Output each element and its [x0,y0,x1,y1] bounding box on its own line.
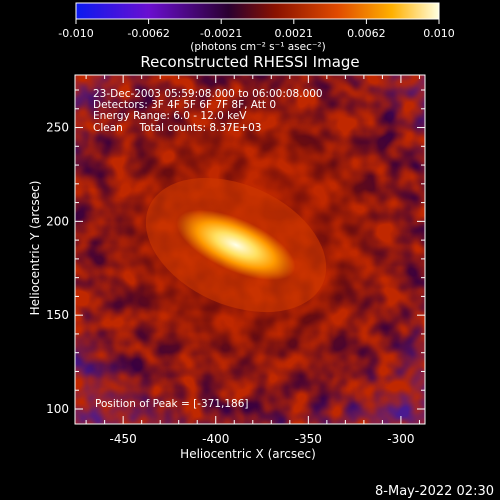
heatmap-source-blob [176,209,296,281]
colorbar-tick-label: 0.0021 [275,27,314,40]
x-tick-label: -300 [387,432,414,446]
colorbar-tick-label: 0.0062 [347,27,386,40]
x-tick-label: -450 [110,432,137,446]
colorbar-gradient [75,2,440,20]
colorbar: -0.010 -0.0062 -0.0021 0.0021 0.0062 0.0… [58,2,455,53]
y-axis: 100 150 200 250 [46,89,425,416]
x-tick-label: -350 [295,432,322,446]
colorbar-unit-label: (photons cm⁻² s⁻¹ asec⁻²) [190,41,325,53]
info-energy-range: Energy Range: 6.0 - 12.0 keV [93,110,247,122]
info-time-range: 23-Dec-2003 05:59:08.000 to 06:00:08.000 [93,88,323,100]
heatmap-image [75,75,425,424]
y-tick-label: 250 [46,121,69,135]
y-tick-label: 100 [46,402,69,416]
info-detectors: Detectors: 3F 4F 5F 6F 7F 8F, Att 0 [93,99,276,111]
y-tick-label: 200 [46,214,69,228]
colorbar-tick-label: -0.0021 [200,27,242,40]
x-axis: -450 -400 -350 -300 [85,75,420,446]
colorbar-ticks [75,19,440,24]
x-axis-label: Heliocentric X (arcsec) [180,447,316,461]
peak-position-label: Position of Peak = [-371,186] [95,398,249,410]
footer-timestamp: 8-May-2022 02:30 [375,484,494,499]
plot-title: Reconstructed RHESSI Image [140,53,359,71]
y-tick-label: 150 [46,308,69,322]
info-clean-counts: Clean Total counts: 8.37E+03 [93,122,262,134]
y-axis-label: Heliocentric Y (arcsec) [28,181,42,316]
observation-info: 23-Dec-2003 05:59:08.000 to 06:00:08.000… [93,88,323,134]
colorbar-tick-label: -0.010 [58,27,93,40]
x-tick-label: -400 [202,432,229,446]
colorbar-tick-label: 0.010 [423,27,455,40]
plot-frame [74,74,426,425]
colorbar-tick-label: -0.0062 [127,27,169,40]
